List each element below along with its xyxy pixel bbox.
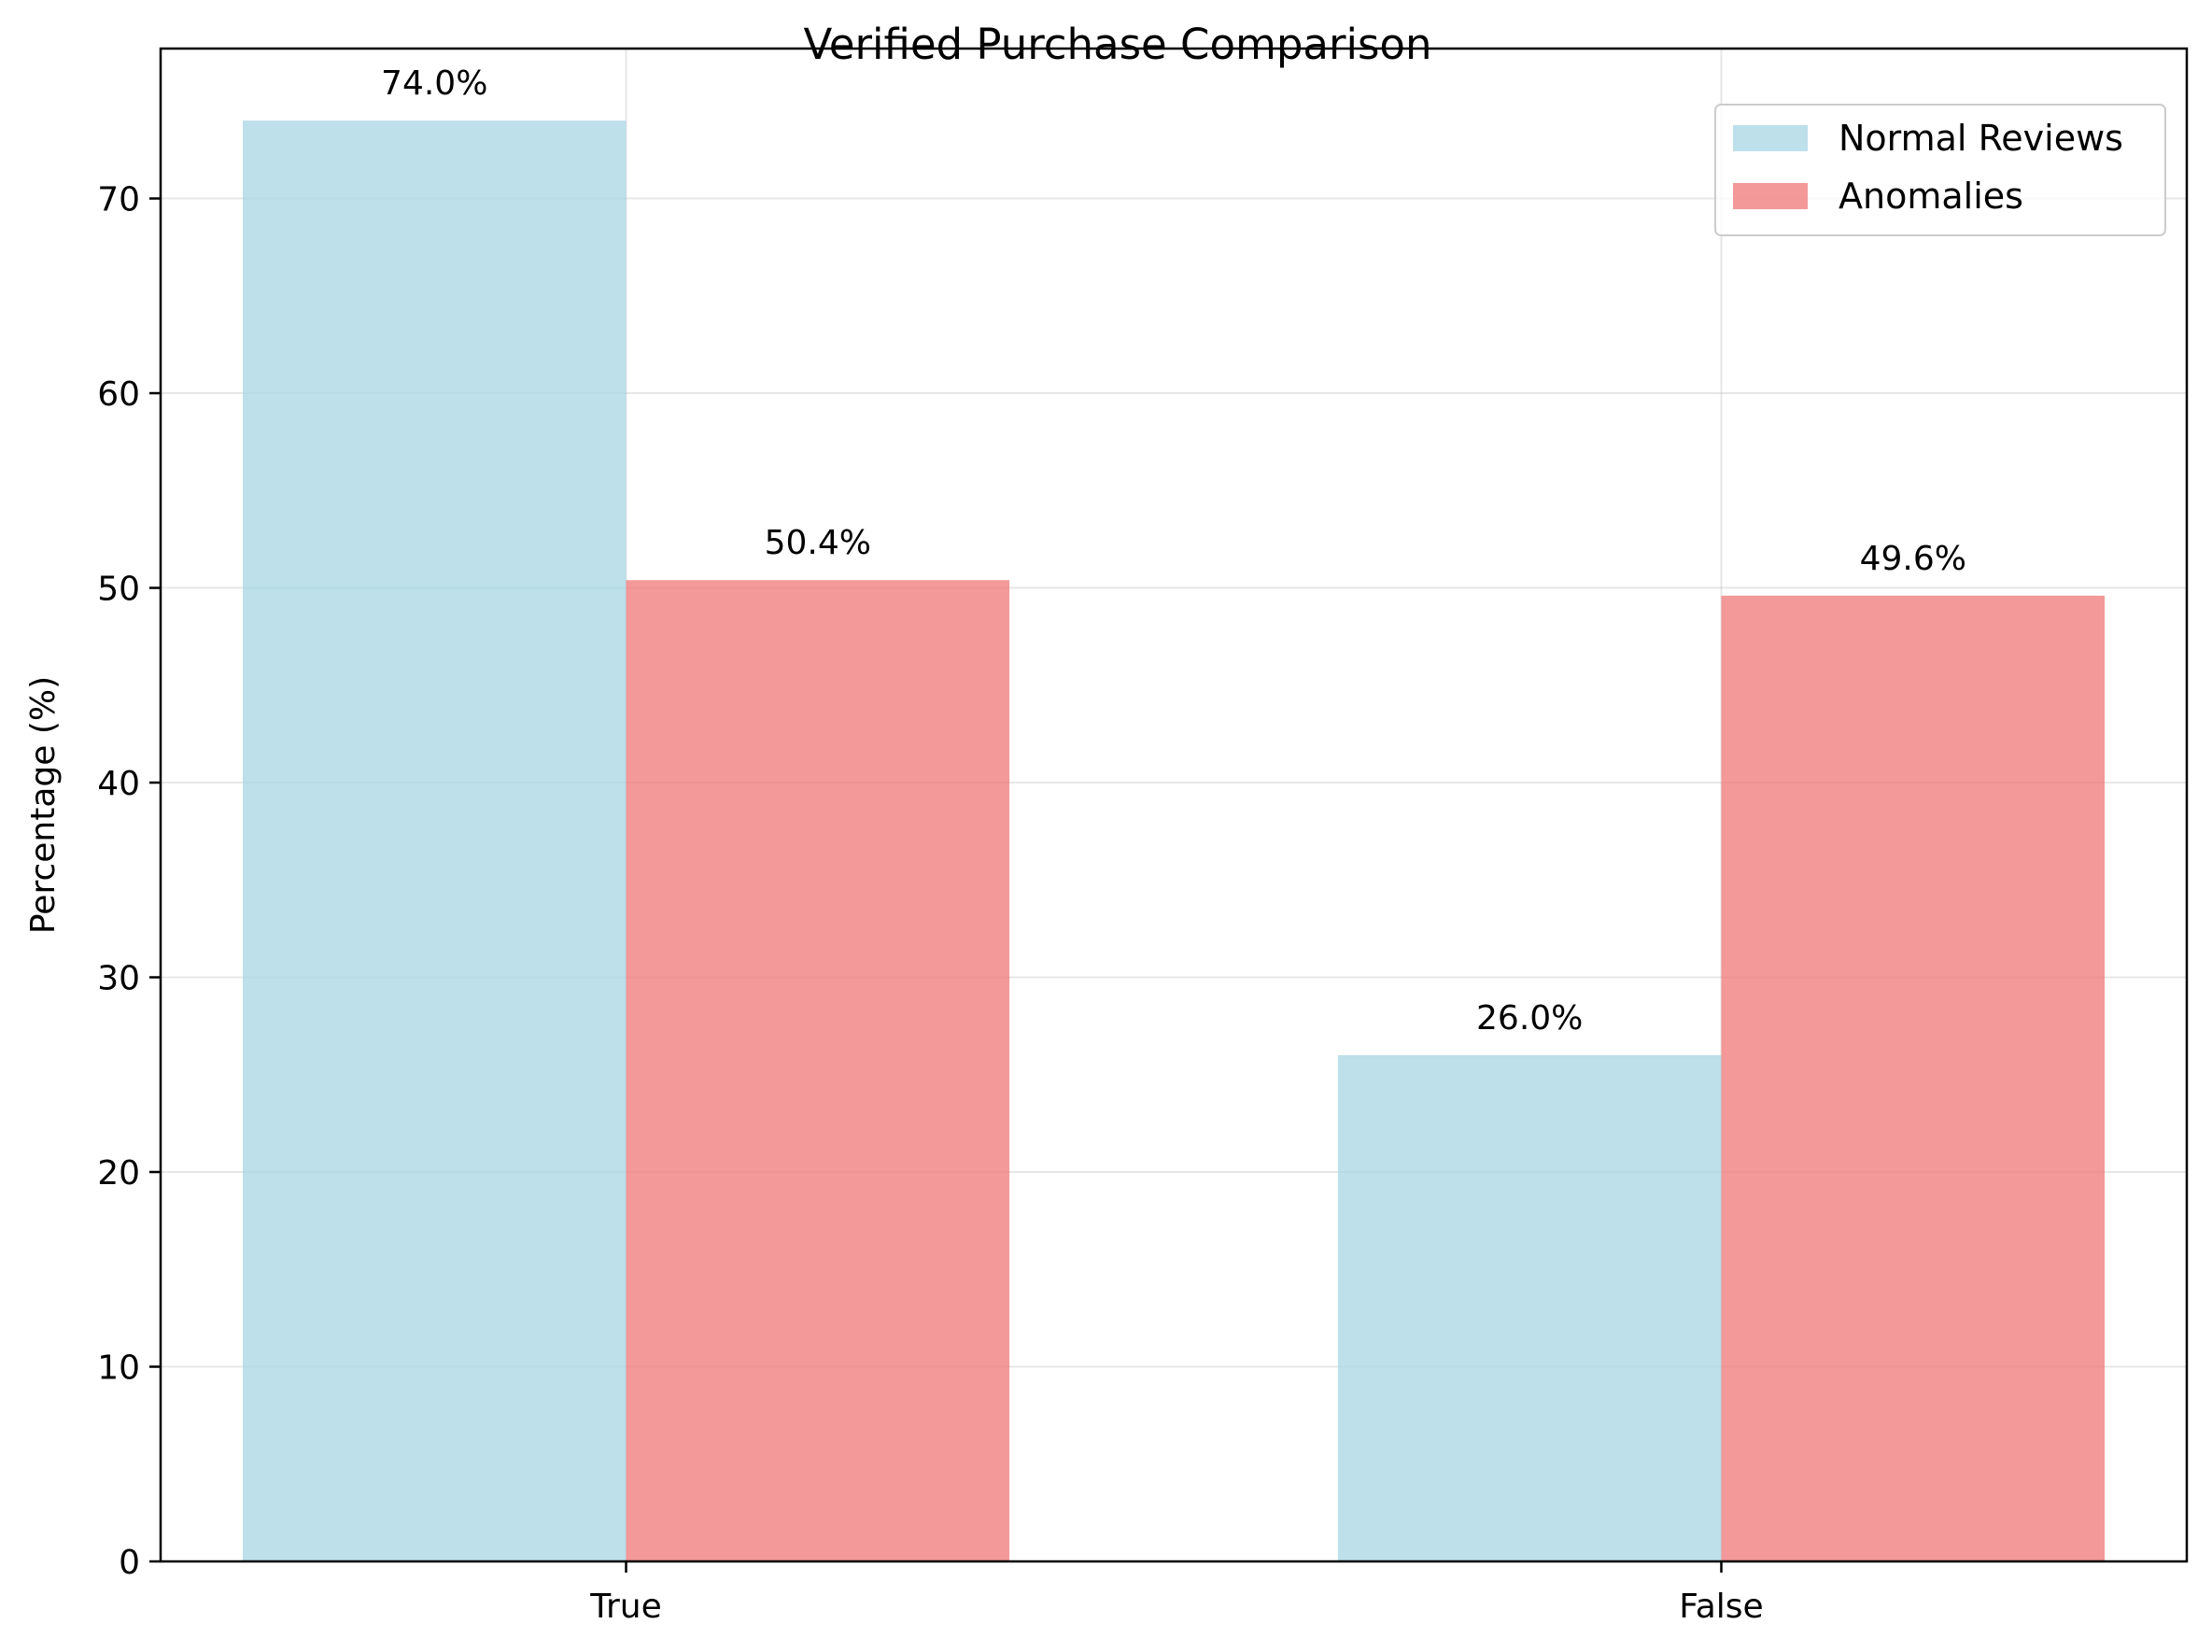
legend-label: Anomalies	[1839, 176, 2023, 217]
y-tick-label: 70	[97, 181, 140, 219]
y-axis-label: Percentage (%)	[24, 676, 63, 934]
data-labels-group: 74.0% 26.0% 50.4% 49.6%	[381, 64, 1966, 1038]
legend-swatch	[1733, 183, 1808, 209]
y-tick-label: 60	[97, 375, 140, 414]
y-tick-label: 30	[97, 960, 140, 998]
legend-label: Normal Reviews	[1839, 118, 2123, 159]
legend-box	[1714, 104, 2166, 236]
y-tick-label: 50	[97, 571, 140, 609]
data-label: 74.0%	[381, 64, 487, 103]
x-axis: True False	[589, 1561, 1764, 1626]
data-label: 50.4%	[765, 524, 871, 562]
bar-anomalies-false	[1721, 595, 2106, 1562]
y-axis: 0 10 20 30 40 50 60 70	[97, 181, 161, 1582]
plot-frame	[159, 47, 2189, 1563]
data-label: 26.0%	[1476, 999, 1583, 1038]
bars-group	[242, 120, 2106, 1562]
legend-swatch	[1733, 125, 1808, 151]
y-tick-label: 0	[119, 1544, 140, 1582]
bar-anomalies-true	[626, 580, 1010, 1561]
x-tick-label: True	[589, 1588, 661, 1626]
y-tick-label: 20	[97, 1154, 140, 1193]
legend: Normal Reviews Anomalies	[1714, 104, 2166, 236]
x-tick-label: False	[1679, 1588, 1763, 1626]
bar-normal-reviews-false	[1337, 1054, 1722, 1561]
chart-title: Verified Purchase Comparison	[804, 20, 1432, 69]
y-tick-label: 10	[97, 1349, 140, 1388]
y-tick-label: 40	[97, 765, 140, 803]
bar-normal-reviews-true	[242, 120, 627, 1562]
data-label: 49.6%	[1860, 540, 1966, 578]
